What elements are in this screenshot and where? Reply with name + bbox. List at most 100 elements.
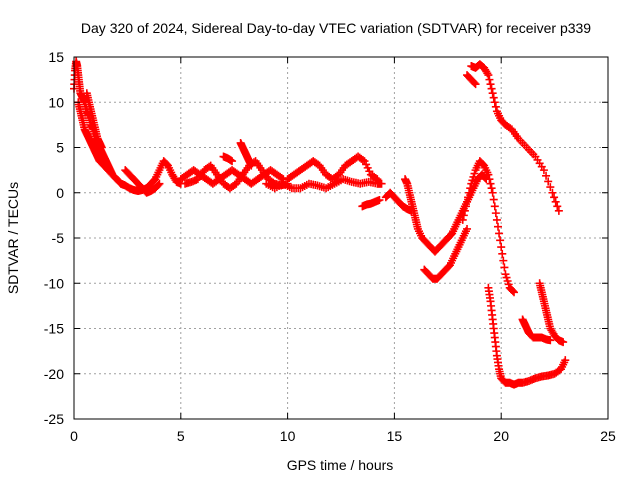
series-8	[283, 152, 382, 184]
data-point	[485, 75, 494, 84]
y-tick-label: -25	[44, 411, 64, 427]
data-point	[510, 288, 519, 297]
series-1	[74, 98, 130, 190]
data-point	[491, 209, 500, 218]
series-3	[121, 166, 164, 197]
data-point	[483, 69, 492, 78]
data-point	[461, 202, 470, 211]
x-tick-label: 10	[280, 428, 296, 444]
data-point	[155, 179, 164, 188]
y-tick-label: -10	[44, 275, 64, 291]
series-9	[262, 175, 386, 193]
series-16	[467, 60, 563, 215]
data-point	[489, 195, 498, 204]
data-point	[493, 222, 502, 231]
series-6	[236, 138, 256, 170]
data-point	[121, 181, 130, 190]
data-point	[488, 188, 497, 197]
x-tick-label: 15	[387, 428, 403, 444]
data-point	[247, 161, 256, 170]
series-2	[82, 89, 106, 152]
data-point	[546, 336, 555, 345]
data-point	[498, 249, 507, 258]
axis-ticks: 0 5 10 15 20 25 -25 -20 -15 -10 -5 0 5 10 15	[44, 49, 616, 444]
series-19	[518, 315, 555, 345]
data-point	[377, 179, 386, 188]
series-15	[458, 157, 519, 297]
y-tick-label: -20	[44, 366, 64, 382]
data-point	[490, 202, 499, 211]
x-tick-label: 20	[493, 428, 509, 444]
data-point	[484, 71, 493, 80]
data-point	[539, 166, 548, 175]
data-point	[490, 98, 499, 107]
data-point	[548, 188, 557, 197]
data-point	[554, 206, 563, 215]
data-point	[458, 215, 467, 224]
y-tick-label: -5	[52, 230, 65, 246]
data-point	[484, 170, 493, 179]
x-tick-label: 25	[600, 428, 616, 444]
x-tick-label: 5	[177, 428, 185, 444]
data-point	[486, 179, 495, 188]
y-tick-label: 10	[48, 94, 64, 110]
y-tick-label: 5	[56, 140, 64, 156]
data-point	[375, 195, 384, 204]
y-tick-label: -15	[44, 321, 64, 337]
data-point	[544, 177, 553, 186]
data-point	[460, 206, 469, 215]
series-7	[219, 152, 237, 166]
data-point	[487, 84, 496, 93]
series-18	[484, 283, 570, 389]
y-tick-label: 15	[48, 49, 64, 65]
series-20	[535, 279, 568, 347]
data-point	[561, 356, 570, 365]
data-point	[488, 89, 497, 98]
data-point	[492, 215, 501, 224]
data-point	[499, 256, 508, 265]
grid-lines	[74, 57, 608, 419]
data-point	[500, 263, 509, 272]
data-point	[487, 184, 496, 193]
y-axis-label: SDTVAR / TECUs	[5, 182, 21, 294]
series-10	[358, 195, 384, 211]
data-points	[70, 57, 570, 389]
data-point	[154, 180, 163, 189]
data-point	[228, 157, 237, 166]
data-point	[463, 197, 472, 206]
data-point	[463, 224, 472, 233]
data-point	[485, 175, 494, 184]
data-point	[495, 229, 504, 238]
x-axis-label: GPS time / hours	[287, 457, 394, 473]
data-point	[508, 287, 517, 296]
data-point	[550, 193, 559, 202]
series-17	[463, 71, 480, 89]
data-point	[358, 155, 367, 164]
data-point	[465, 188, 474, 197]
data-point	[546, 183, 555, 192]
series-11	[381, 188, 416, 215]
data-point	[466, 184, 475, 193]
data-point	[489, 93, 498, 102]
chart-title: Day 320 of 2024, Sidereal Day-to-day VTE…	[81, 20, 591, 36]
series-4	[176, 166, 288, 188]
data-point	[470, 79, 479, 88]
data-point	[464, 193, 473, 202]
data-point	[553, 202, 562, 211]
data-point	[496, 236, 505, 245]
data-point	[471, 80, 480, 89]
data-point	[497, 243, 506, 252]
data-point	[559, 338, 568, 347]
data-point	[551, 197, 560, 206]
data-point	[542, 171, 551, 180]
data-point	[459, 211, 468, 220]
series-13	[420, 224, 472, 283]
data-point	[491, 102, 500, 111]
y-tick-label: 0	[56, 185, 64, 201]
data-point	[277, 174, 286, 183]
data-point	[97, 143, 106, 152]
data-point	[486, 80, 495, 89]
x-tick-label: 0	[70, 428, 78, 444]
